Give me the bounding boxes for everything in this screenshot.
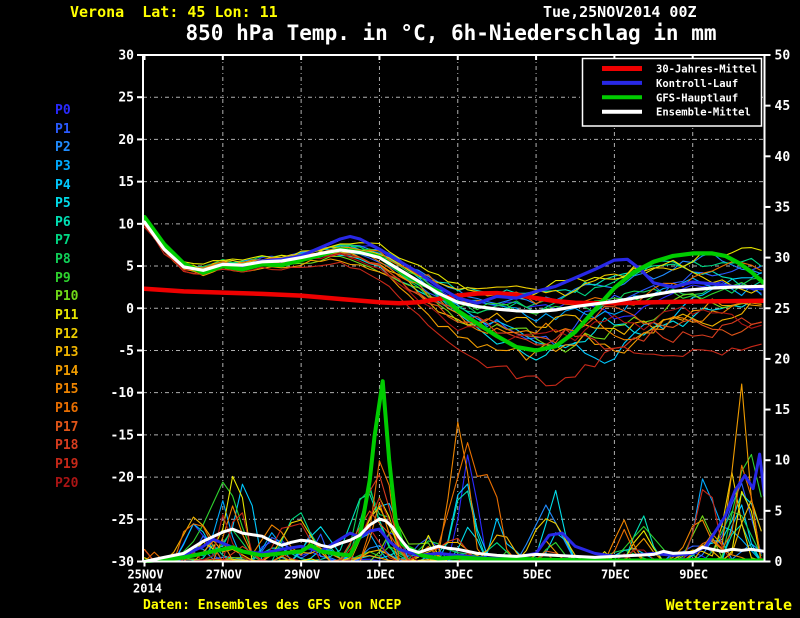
legend-label-3: GFS-Hauptlauf — [656, 92, 738, 104]
temp-curve-member-P11 — [143, 218, 762, 299]
right-axis-tick-label: 5 — [775, 504, 783, 519]
x-axis-tick-label: 25NOV — [127, 568, 163, 582]
right-axis-tick-label: 20 — [775, 352, 791, 367]
member-label-P18: P18 — [55, 438, 79, 454]
left-axis-tick-label: 20 — [118, 133, 134, 148]
member-label-P8: P8 — [55, 252, 71, 268]
x-axis-year-label: 2014 — [133, 582, 162, 596]
member-label-P4: P4 — [55, 177, 71, 193]
left-axis-tick-label: 5 — [126, 260, 134, 275]
x-axis-tick-label: 5DEC — [523, 568, 552, 582]
right-axis-tick-label: 0 — [775, 555, 783, 570]
right-axis-tick-label: 50 — [775, 49, 791, 64]
member-label-P16: P16 — [55, 401, 79, 417]
temp-curve-member-P19 — [143, 226, 762, 387]
right-axis-tick-label: 10 — [775, 454, 791, 469]
left-axis-tick-label: 0 — [126, 302, 134, 317]
member-label-P19: P19 — [55, 456, 79, 472]
left-axis-tick-label: 10 — [118, 217, 134, 232]
temp-curve-member-P13 — [143, 220, 762, 335]
x-axis-tick-label: 27NOV — [206, 568, 242, 582]
x-axis-tick-label: 9DEC — [679, 568, 708, 582]
member-label-P7: P7 — [55, 233, 71, 249]
member-label-P0: P0 — [55, 103, 71, 118]
precip-curve-gfs — [143, 379, 766, 563]
left-axis-tick-label: -30 — [111, 555, 135, 570]
left-axis-tick-label: -20 — [111, 471, 135, 486]
member-label-P1: P1 — [55, 121, 71, 137]
station-coords-label: Verona Lat: 45 Lon: 11 — [70, 3, 278, 21]
legend-label-2: Kontroll-Lauf — [656, 78, 738, 90]
member-label-P10: P10 — [55, 289, 79, 305]
left-axis-tick-label: -5 — [118, 344, 134, 359]
x-axis-tick-label: 29NOV — [284, 568, 320, 582]
temp-curve-gfs — [143, 215, 766, 353]
legend-label-1: 30-Jahres-Mittel — [656, 64, 757, 76]
temp-curve-ensemble-mean — [143, 220, 766, 314]
precip-curve-ensemble-mean — [143, 517, 766, 563]
left-axis-tick-label: -10 — [111, 386, 135, 401]
right-axis-tick-label: 15 — [775, 403, 791, 418]
left-axis-tick-label: 30 — [118, 49, 134, 64]
right-axis-tick-label: 30 — [775, 251, 791, 266]
member-label-P2: P2 — [55, 140, 71, 156]
legend-label-4: Ensemble-Mittel — [656, 107, 751, 119]
temp-curve-30yr-mean — [143, 286, 766, 306]
temp-curve-member-P15 — [143, 221, 762, 341]
left-axis-tick-label: 15 — [118, 175, 134, 190]
member-label-P11: P11 — [55, 307, 79, 323]
right-axis-tick-label: 25 — [775, 302, 791, 317]
member-label-P5: P5 — [55, 196, 71, 212]
member-label-P12: P12 — [55, 326, 79, 342]
right-axis-tick-label: 45 — [775, 99, 791, 114]
left-axis-tick-label: -25 — [111, 513, 134, 528]
left-axis-tick-label: -15 — [111, 428, 134, 443]
model-run-timestamp: Tue,25NOV2014 00Z — [543, 3, 697, 21]
member-label-P6: P6 — [55, 214, 71, 230]
member-label-P17: P17 — [55, 419, 79, 435]
x-axis-tick-label: 7DEC — [601, 568, 630, 582]
member-label-P13: P13 — [55, 345, 79, 361]
right-axis-tick-label: 35 — [775, 200, 791, 215]
member-label-P3: P3 — [55, 158, 71, 174]
member-label-P20: P20 — [55, 475, 79, 491]
chart-title: 850 hPa Temp. in °C, 6h-Niederschlag in … — [185, 21, 717, 45]
x-axis-tick-label: 1DEC — [366, 568, 395, 582]
member-label-P15: P15 — [55, 382, 79, 398]
right-axis-tick-label: 40 — [775, 150, 791, 165]
data-source-label: Daten: Ensembles des GFS von NCEP — [143, 598, 402, 613]
x-axis-tick-label: 3DEC — [444, 568, 473, 582]
wetterzentrale-brand: Wetterzentrale — [665, 596, 792, 614]
member-label-P9: P9 — [55, 270, 71, 286]
left-axis-tick-label: 25 — [118, 91, 134, 106]
member-label-P14: P14 — [55, 363, 79, 379]
